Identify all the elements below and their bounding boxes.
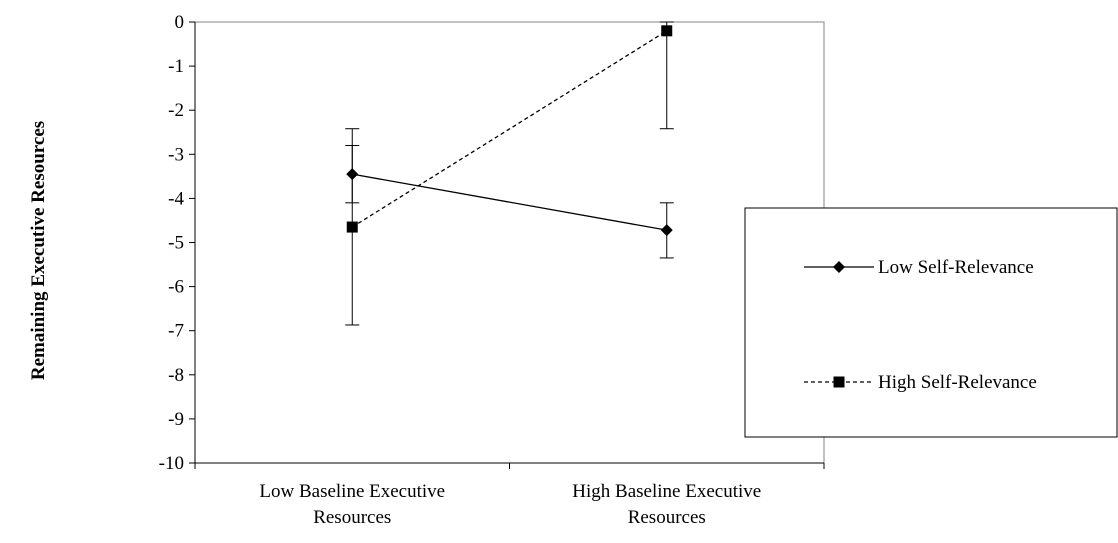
y-tick-label: -6	[168, 277, 184, 298]
y-tick-label: -2	[168, 100, 184, 121]
y-tick-label: -1	[168, 56, 184, 77]
y-tick-label: 0	[175, 12, 185, 33]
y-axis-title: Remaining Executive Resources	[28, 121, 49, 380]
legend-label: High Self-Relevance	[878, 372, 1037, 393]
legend: Low Self-Relevance High Self-Relevance	[744, 207, 1118, 438]
legend-marker-square	[833, 376, 845, 388]
y-tick-label: -7	[168, 321, 184, 342]
y-tick-label: -9	[168, 409, 184, 430]
legend-label: Low Self-Relevance	[878, 257, 1034, 278]
plot-frame	[194, 21, 825, 464]
y-tick-label: -5	[168, 233, 184, 254]
series-line-0	[352, 173, 667, 231]
y-tick-label: -4	[168, 188, 184, 209]
y-tick-label: -3	[168, 144, 184, 165]
legend-marker-diamond	[833, 261, 845, 273]
data-point-square	[346, 221, 358, 233]
data-point-square	[661, 25, 673, 37]
y-tick-label: -8	[168, 365, 184, 386]
data-point-diamond	[660, 224, 673, 237]
legend-box	[744, 207, 1118, 438]
x-category-label: High Baseline Executive Resources	[572, 481, 761, 528]
x-category-label: Low Baseline Executive Resources	[259, 481, 445, 528]
y-tick-label: -10	[159, 453, 184, 474]
series-line-1	[351, 30, 668, 228]
plot-area: 0 -1 -2 -3 -4 -5 -6 -7 -8 -9 -10 Low Baseline Execu…	[28, 12, 825, 528]
